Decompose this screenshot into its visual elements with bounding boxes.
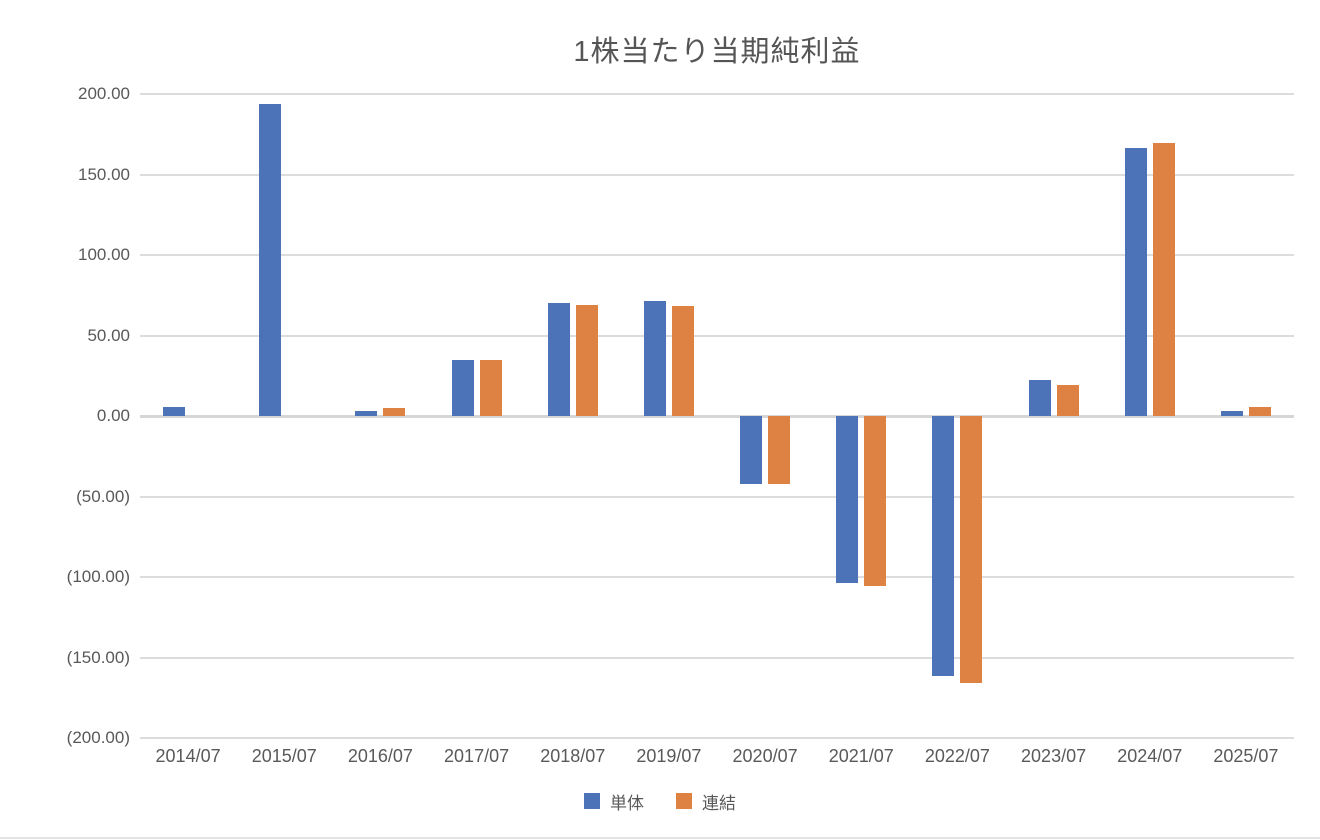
x-axis-tick-label: 2019/07 [636,746,702,766]
chart-title: 1株当たり当期純利益 [573,36,861,68]
bar-tandoku-2019-07 [643,300,666,416]
bar-renketsu-2023-07 [1056,384,1079,416]
legend-label-renketsu: 連結 [702,793,736,813]
legend-swatch-renketsu-icon [676,793,692,809]
gridline [140,93,1294,95]
gridline [140,656,1294,659]
x-axis-tick-label: 2023/07 [1021,746,1087,766]
bar-tandoku-2021-07 [836,416,859,583]
page-bottom-border [0,837,1320,839]
y-axis-tick-label: 0.00 [96,406,130,425]
bar-tandoku-2018-07 [547,303,570,416]
gridline [140,173,1294,176]
x-axis-tick-label: 2025/07 [1213,746,1279,766]
y-axis-tick-label: 150.00 [78,164,130,184]
gridline [140,254,1294,256]
bar-renketsu-2020-07 [768,416,791,485]
plot-area [140,93,1294,739]
bar-renketsu-2025-07 [1248,407,1271,416]
x-axis-tick-label: 2018/07 [540,746,606,766]
bar-renketsu-2018-07 [575,304,598,416]
bar-tandoku-2014-07 [163,406,186,416]
x-axis-tick-label: 2016/07 [347,746,413,766]
y-axis-tick-label: (100.00) [66,567,130,586]
x-axis-tick-label: 2017/07 [444,746,510,766]
chart-legend: 単体 連結 [0,789,1320,813]
bar-renketsu-2019-07 [671,305,694,416]
bar-renketsu-2016-07 [383,407,406,416]
legend-label-tandoku: 単体 [610,793,644,813]
bar-tandoku-2015-07 [259,103,282,416]
bar-tandoku-2020-07 [740,416,763,485]
x-axis-tick-label: 2024/07 [1117,746,1183,766]
bar-renketsu-2022-07 [960,416,983,684]
legend-swatch-tandoku-icon [584,793,600,809]
gridline [140,495,1294,498]
bar-renketsu-2017-07 [479,359,502,416]
bar-tandoku-2022-07 [932,416,955,676]
bar-tandoku-2025-07 [1220,410,1243,416]
y-axis-tick-label: 50.00 [87,325,130,345]
bar-tandoku-2016-07 [355,410,378,416]
x-axis-tick-label: 2014/07 [155,746,221,766]
y-axis-tick-label: 200.00 [78,84,130,103]
x-axis: 2014/07 2015/07 2016/07 2017/07 2018/07 2019/… [140,746,1294,774]
legend-item-tandoku: 単体 [584,789,644,814]
y-axis-tick-label: (50.00) [76,486,130,506]
gridline [140,737,1294,739]
bar-tandoku-2024-07 [1124,147,1147,416]
x-axis-tick-label: 2015/07 [251,746,317,766]
y-axis: 200.00 150.00 100.00 50.00 0.00 (50.00) (100.0… [0,84,130,747]
zero-gridline [140,414,1294,418]
bar-tandoku-2017-07 [451,359,474,416]
x-axis-tick-label: 2020/07 [732,746,798,766]
legend-item-renketsu: 連結 [676,789,736,814]
y-axis-tick-label: 100.00 [78,245,130,264]
bar-tandoku-2023-07 [1028,379,1051,416]
bar-renketsu-2024-07 [1152,143,1175,416]
gridline [140,576,1294,578]
y-axis-tick-label: (150.00) [66,647,130,667]
x-axis-tick-label: 2021/07 [828,746,894,766]
gridline [140,334,1294,337]
y-axis-tick-label: (200.00) [66,728,130,747]
bar-renketsu-2021-07 [864,416,887,586]
x-axis-tick-label: 2022/07 [924,746,990,766]
